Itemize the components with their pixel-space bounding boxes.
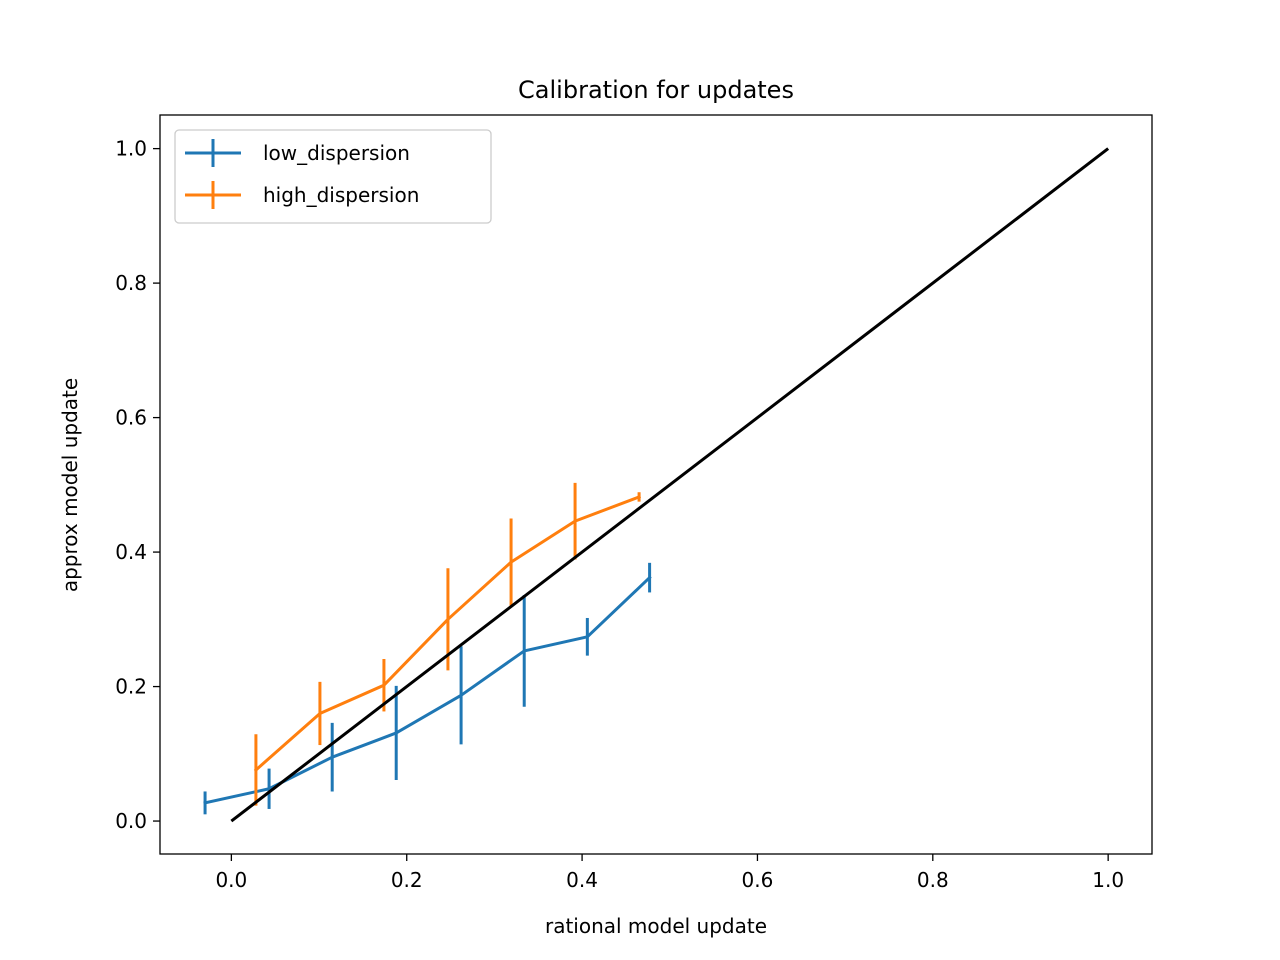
x-tick-label: 1.0 (1092, 868, 1124, 892)
series-low_dispersion (203, 562, 652, 815)
x-tick-label: 0.4 (566, 868, 598, 892)
y-tick-label: 0.2 (115, 675, 147, 699)
y-tick-label: 0.6 (115, 406, 147, 430)
legend-label: high_dispersion (263, 183, 419, 207)
y-tick-label: 0.0 (115, 809, 147, 833)
x-tick-label: 0.2 (391, 868, 423, 892)
y-axis: 0.0 0.2 0.4 0.6 0.8 1.0 (115, 137, 160, 833)
y-tick-label: 1.0 (115, 137, 147, 161)
y-tick-label: 0.8 (115, 271, 147, 295)
plot-area (203, 147, 1110, 823)
x-tick-label: 0.0 (215, 868, 247, 892)
x-tick-label: 0.8 (917, 868, 949, 892)
reference-line (230, 147, 1110, 823)
x-tick-label: 0.6 (742, 868, 774, 892)
legend: low_dispersion high_dispersion (174, 129, 492, 224)
legend-box (174, 129, 492, 224)
y-tick-label: 0.4 (115, 540, 147, 564)
x-axis-label: rational model update (545, 914, 767, 938)
plot-frame (159, 114, 1153, 855)
x-axis: 0.0 0.2 0.4 0.6 0.8 1.0 (215, 854, 1124, 892)
legend-entry: high_dispersion (185, 181, 419, 209)
series-line (203, 575, 652, 805)
legend-entry: low_dispersion (185, 139, 410, 167)
legend-label: low_dispersion (263, 141, 410, 165)
y-axis-label: approx model update (58, 378, 82, 592)
chart-title: Calibration for updates (518, 76, 794, 104)
